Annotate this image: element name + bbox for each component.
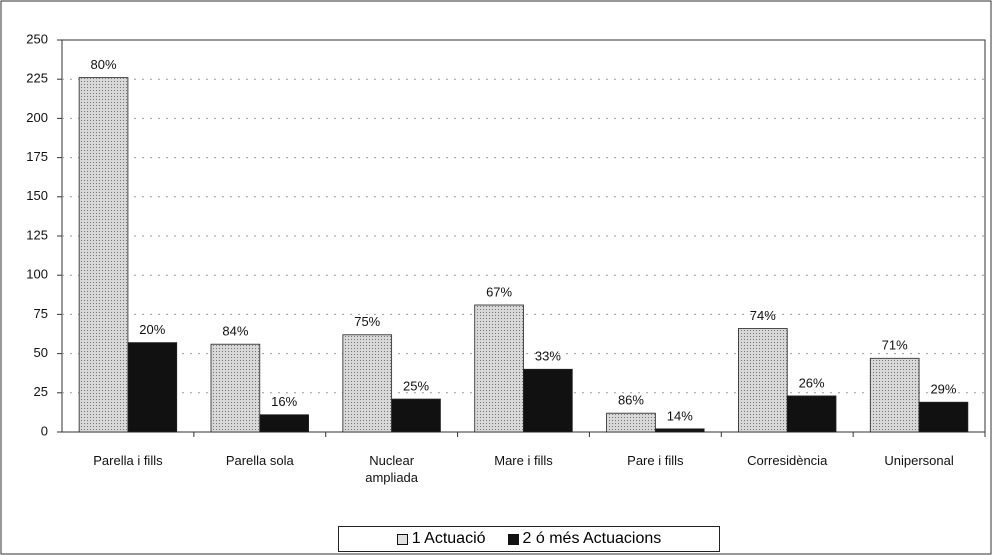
- share-label: 71%: [882, 338, 908, 353]
- y-tick-label: 50: [34, 345, 48, 360]
- legend-swatch: [507, 533, 519, 545]
- x-tick-label: Unipersonal: [884, 453, 954, 468]
- y-tick-label: 150: [26, 188, 48, 203]
- legend-swatch: [396, 533, 408, 545]
- x-tick-label: Mare i fills: [494, 453, 553, 468]
- share-label: 29%: [930, 382, 956, 397]
- bar: [606, 412, 656, 433]
- share-label: 26%: [799, 375, 825, 390]
- bar: [918, 401, 969, 433]
- share-label: 84%: [222, 324, 248, 339]
- y-tick-label: 100: [26, 267, 48, 282]
- y-tick-label: 0: [41, 423, 48, 438]
- y-tick-label: 175: [26, 149, 48, 164]
- y-tick-label: 200: [26, 110, 48, 125]
- bar: [869, 357, 920, 433]
- y-tick-label: 250: [26, 31, 48, 46]
- x-tick-label: Nuclear ampliada: [365, 453, 419, 485]
- share-label: 25%: [403, 379, 429, 394]
- x-tick-label: Parella sola: [225, 453, 294, 468]
- bar: [78, 77, 129, 433]
- share-label: 14%: [667, 408, 693, 423]
- share-label: 20%: [139, 322, 165, 337]
- x-tick-label: Corresidència: [747, 453, 828, 468]
- share-label: 80%: [91, 57, 117, 72]
- bar: [786, 395, 837, 433]
- share-label: 16%: [271, 394, 297, 409]
- bar: [738, 328, 788, 433]
- x-tick-label: Parella i fills: [93, 453, 163, 468]
- bar: [210, 343, 261, 433]
- share-label: 33%: [535, 349, 561, 364]
- bar: [391, 398, 441, 433]
- legend-item: 1 Actuació: [396, 530, 486, 548]
- bar: [474, 304, 524, 433]
- x-tick-label: Pare i fills: [627, 453, 684, 468]
- share-label: 67%: [486, 284, 512, 299]
- legend-label: 1 Actuació: [411, 530, 486, 547]
- legend-item: 2 ó més Actuacions: [507, 530, 662, 548]
- legend: 1 Actuació 2 ó més Actuacions: [338, 526, 720, 552]
- bar: [259, 414, 309, 433]
- bar: [654, 428, 705, 433]
- share-label: 74%: [750, 308, 776, 323]
- y-tick-label: 25: [34, 384, 48, 399]
- bar: [342, 334, 393, 433]
- y-tick-label: 125: [26, 227, 48, 242]
- bar: [523, 368, 573, 433]
- legend-label: 2 ó més Actuacions: [522, 530, 662, 547]
- share-label: 86%: [618, 393, 644, 408]
- bar: [127, 342, 178, 433]
- y-tick-label: 75: [34, 306, 48, 321]
- share-label: 75%: [354, 314, 380, 329]
- y-tick-label: 225: [26, 71, 48, 86]
